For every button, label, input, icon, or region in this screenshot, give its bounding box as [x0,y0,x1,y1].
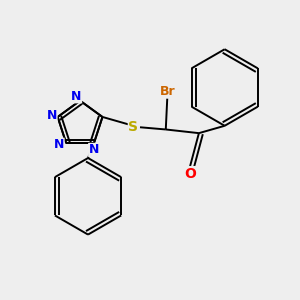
Text: N: N [54,138,64,151]
Text: Br: Br [159,85,175,98]
Text: N: N [89,143,99,156]
Text: S: S [128,120,138,134]
Text: N: N [46,109,57,122]
Text: N: N [71,90,82,103]
Text: O: O [184,167,196,181]
